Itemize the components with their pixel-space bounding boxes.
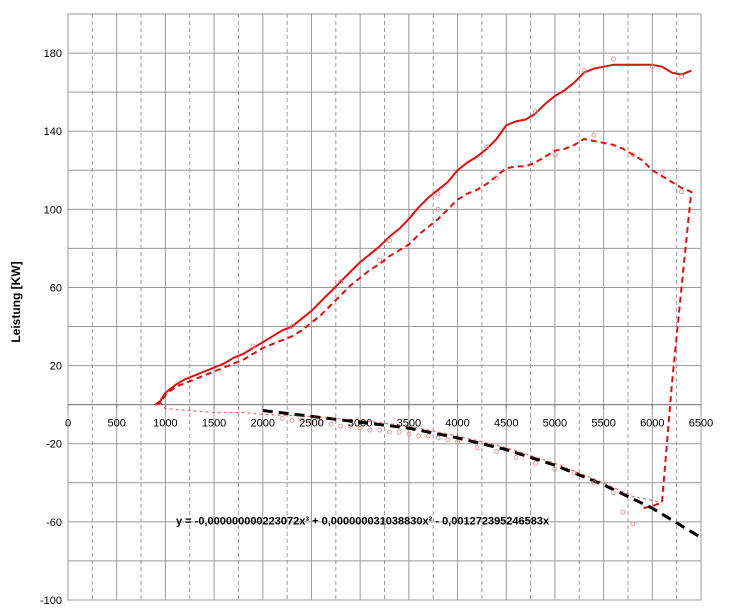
data-point-marker (435, 191, 441, 197)
x-tick-label: 3500 (397, 418, 421, 430)
x-tick-label: 1500 (202, 418, 226, 430)
data-point-marker (679, 189, 684, 195)
x-tick-label: 4000 (445, 418, 469, 430)
data-point-marker (289, 324, 295, 329)
data-point-marker (533, 460, 538, 466)
data-point-marker (338, 279, 344, 285)
data-point-marker (630, 152, 636, 158)
data-point-marker (581, 68, 587, 74)
data-point-marker (289, 417, 295, 423)
data-point-marker (367, 427, 373, 433)
data-point-marker (425, 433, 431, 439)
data-point-marker (484, 144, 490, 150)
data-point-marker (416, 433, 421, 439)
data-point-marker (552, 152, 558, 158)
data-point-marker (328, 421, 334, 427)
series-line-3 (262, 409, 702, 539)
data-point-marker (630, 521, 636, 527)
y-tick-label: -20 (46, 439, 62, 451)
x-tick-label: 6500 (689, 418, 713, 430)
y-tick-label: 140 (44, 126, 62, 138)
axes (67, 404, 702, 409)
x-tick-label: 0 (65, 418, 71, 430)
labels-group: 0 500 1000 1500 2000 2500 3000 3500 4000 4500 5000… (9, 48, 713, 607)
y-tick-label: 60 (50, 282, 62, 294)
data-point-marker (318, 419, 324, 425)
series-line-2 (155, 138, 693, 510)
data-point-marker (513, 455, 519, 460)
data-point-marker (494, 449, 499, 454)
x-tick-label: 5500 (591, 418, 615, 430)
data-point-marker (455, 439, 460, 445)
y-tick-label: -100 (40, 595, 62, 607)
data-point-marker (309, 419, 314, 425)
data-point-marker (250, 343, 256, 349)
data-point-marker (435, 206, 441, 212)
y-tick-label: 20 (50, 361, 62, 373)
y-axis-title: Leistung [KW] (9, 261, 23, 342)
x-tick-label: 6000 (640, 418, 664, 430)
x-tick-label: 1000 (153, 418, 177, 430)
data-point-marker (591, 132, 597, 138)
data-point-marker (552, 466, 558, 472)
data-point-marker (445, 437, 451, 443)
marker-group (250, 56, 684, 527)
data-point-marker (494, 175, 499, 181)
trendline-equation: y = -0,000000000223072x³ + 0,00000003103… (176, 516, 550, 528)
data-point-marker (591, 480, 597, 486)
x-tick-label: 2000 (251, 418, 275, 430)
data-point-marker (610, 56, 616, 62)
data-point-marker (474, 445, 480, 451)
y-tick-label: 100 (44, 204, 62, 216)
x-tick-label: 3000 (348, 418, 372, 430)
data-point-marker (357, 425, 363, 431)
data-point-marker (406, 431, 412, 437)
data-point-marker (435, 435, 441, 441)
data-point-marker (299, 417, 305, 423)
data-point-marker (386, 429, 392, 435)
data-point-marker (679, 74, 684, 79)
x-tick-label: 5000 (543, 418, 567, 430)
data-point-marker (377, 257, 383, 263)
y-tick-label: 180 (44, 48, 62, 60)
x-tick-label: 4500 (494, 418, 518, 430)
data-point-marker (279, 415, 285, 421)
data-point-marker (659, 169, 665, 175)
series-line-4 (160, 402, 663, 503)
y-tick-label: -60 (46, 517, 62, 529)
plot-area (67, 13, 702, 601)
data-point-marker (377, 427, 383, 433)
data-point-marker (396, 429, 402, 435)
x-tick-label: 500 (108, 418, 126, 430)
data-point-marker (533, 109, 538, 115)
data-point-marker (338, 423, 344, 429)
data-point-marker (572, 470, 577, 476)
data-point-marker (386, 238, 392, 243)
data-point-marker (620, 509, 626, 515)
data-point-marker (348, 423, 353, 429)
x-tick-label: 2500 (299, 418, 323, 430)
grid (67, 13, 702, 601)
data-point-marker (610, 490, 616, 495)
data-point-marker (649, 64, 655, 70)
series-group (154, 63, 702, 539)
series-line-1 (154, 63, 692, 406)
